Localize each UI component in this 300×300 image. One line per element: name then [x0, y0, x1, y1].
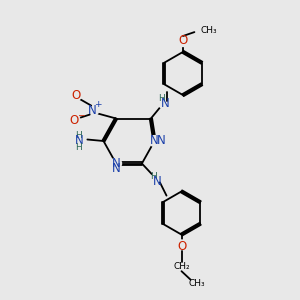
Circle shape	[176, 240, 188, 252]
Text: N: N	[160, 97, 169, 110]
Text: O: O	[178, 34, 188, 47]
Circle shape	[177, 34, 189, 46]
Text: N: N	[112, 157, 121, 170]
Text: N: N	[153, 175, 162, 188]
Text: CH₃: CH₃	[188, 279, 205, 288]
Text: H: H	[150, 172, 157, 181]
Circle shape	[71, 90, 82, 101]
Text: O: O	[70, 114, 79, 127]
Circle shape	[149, 136, 160, 146]
Text: O: O	[72, 88, 81, 102]
Text: N: N	[112, 162, 121, 176]
Text: H: H	[76, 143, 82, 152]
Text: O: O	[177, 239, 186, 253]
Text: N: N	[150, 134, 159, 148]
Circle shape	[72, 133, 86, 146]
Text: −: −	[77, 110, 85, 119]
Circle shape	[158, 95, 171, 109]
Circle shape	[87, 104, 99, 116]
Text: CH₂: CH₂	[173, 262, 190, 271]
Text: N: N	[74, 134, 83, 148]
Text: H: H	[76, 131, 82, 140]
Text: H: H	[158, 94, 165, 103]
Text: +: +	[94, 100, 102, 109]
Text: N: N	[157, 134, 166, 148]
Text: N: N	[88, 103, 97, 117]
Text: CH₃: CH₃	[201, 26, 217, 35]
Circle shape	[150, 173, 164, 187]
Circle shape	[111, 158, 122, 169]
Circle shape	[68, 115, 80, 127]
